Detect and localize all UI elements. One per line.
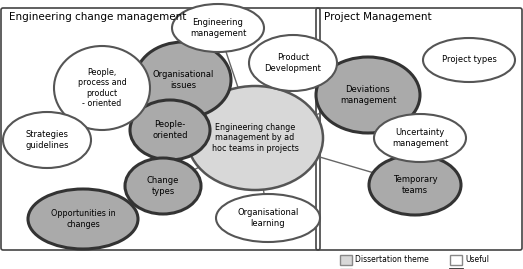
Text: Strategies
guidelines: Strategies guidelines	[25, 130, 69, 150]
Bar	[340, 255, 352, 265]
Ellipse shape	[187, 86, 323, 190]
Ellipse shape	[423, 38, 515, 82]
Text: Useful: Useful	[465, 256, 489, 264]
Text: Change
types: Change types	[147, 176, 179, 196]
Text: Project Management: Project Management	[324, 12, 431, 22]
Text: Deviations
management: Deviations management	[340, 85, 396, 105]
Text: Product
Development: Product Development	[265, 53, 322, 73]
Text: Uncertainty
management: Uncertainty management	[392, 128, 448, 148]
Text: Dissertation theme: Dissertation theme	[355, 256, 429, 264]
Ellipse shape	[316, 57, 420, 133]
Ellipse shape	[374, 114, 466, 162]
Text: Project types: Project types	[441, 55, 496, 65]
Text: Opportunities in
changes: Opportunities in changes	[51, 209, 115, 229]
Ellipse shape	[135, 42, 231, 118]
Text: Engineering change
management by ad
hoc teams in projects: Engineering change management by ad hoc …	[212, 123, 299, 153]
Ellipse shape	[369, 155, 461, 215]
Text: Organisational
issues: Organisational issues	[152, 70, 214, 90]
Text: People-
oriented: People- oriented	[152, 120, 188, 140]
Ellipse shape	[54, 46, 150, 130]
Ellipse shape	[172, 4, 264, 52]
Text: Organisational
learning: Organisational learning	[237, 208, 299, 228]
Bar	[450, 255, 462, 265]
Text: Temporary
teams: Temporary teams	[393, 175, 437, 195]
Text: Engineering change management: Engineering change management	[9, 12, 186, 22]
Ellipse shape	[249, 35, 337, 91]
Ellipse shape	[216, 194, 320, 242]
Ellipse shape	[3, 112, 91, 168]
Ellipse shape	[125, 158, 201, 214]
Ellipse shape	[28, 189, 138, 249]
Text: Engineering
management: Engineering management	[190, 18, 246, 38]
Text: People,
process and
product
- oriented: People, process and product - oriented	[77, 68, 127, 108]
Ellipse shape	[130, 100, 210, 160]
